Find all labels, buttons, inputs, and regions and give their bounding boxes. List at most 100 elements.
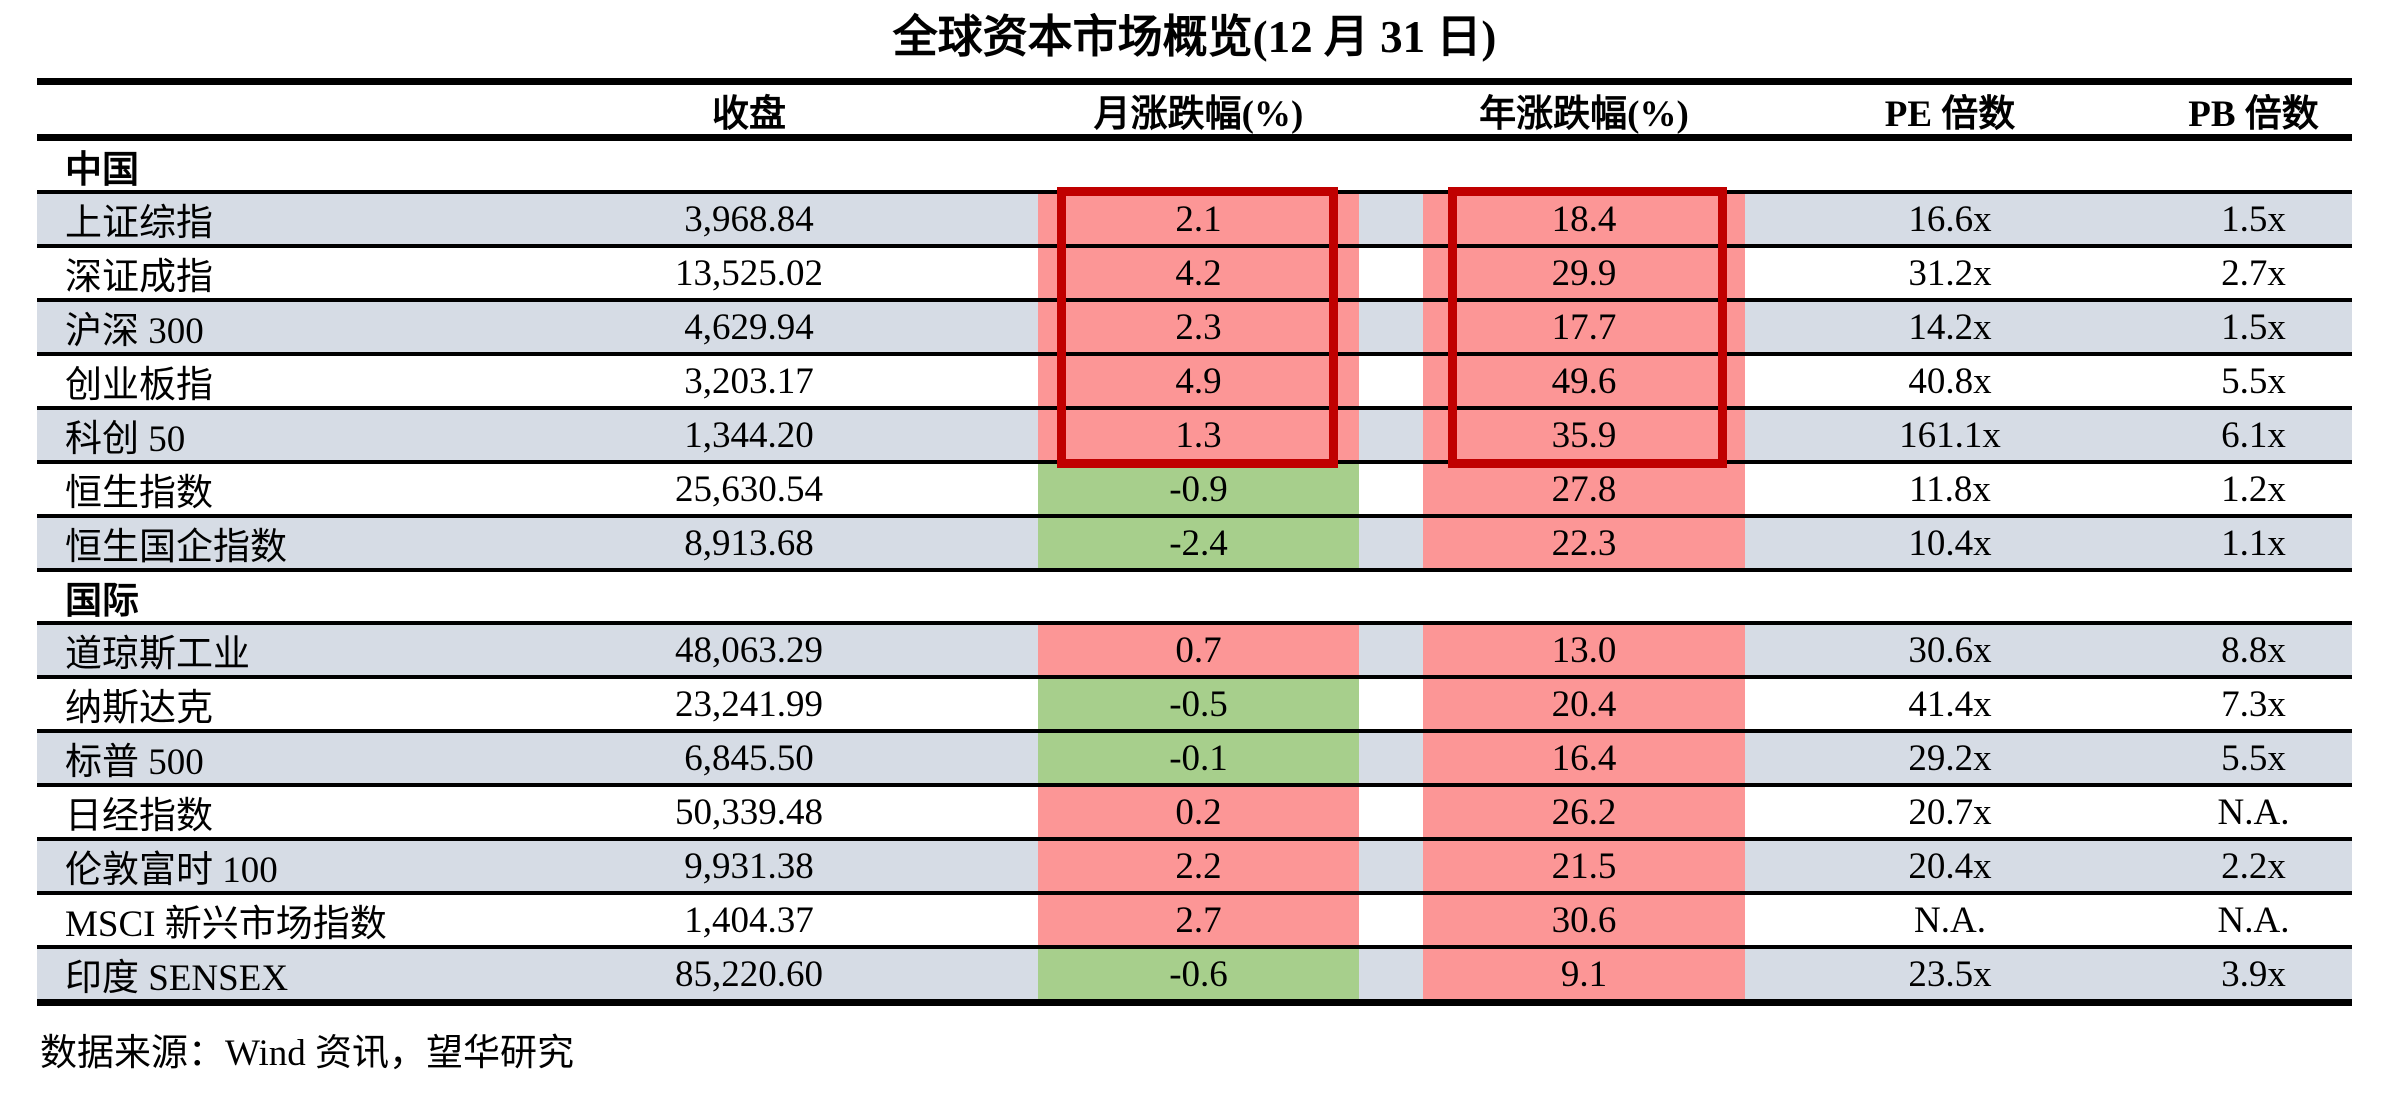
index-name-cell: 标普 500 [37, 733, 638, 783]
month-change-cell: -0.5 [1038, 679, 1359, 729]
spacer-cell [860, 895, 1038, 945]
spacer-cell [860, 841, 1038, 891]
year-change-cell: 49.6 [1423, 356, 1745, 406]
gap-cell [1359, 949, 1423, 999]
data-source-note: 数据来源：Wind 资讯，望华研究 [40, 1033, 574, 1074]
table-body: 中国 上证综指 3,968.84 2.1 18.4 16.6x 1.5x 深证成指 13,525… [37, 141, 2352, 1006]
page-title: 全球资本市场概览(12 月 31 日) [892, 12, 1497, 62]
pe-cell: 16.6x [1745, 194, 2155, 244]
section-header-row: 中国 [37, 141, 2352, 194]
header-close: 收盘 [712, 93, 786, 135]
spacer-cell [860, 194, 1038, 244]
index-name-cell: 恒生国企指数 [37, 518, 638, 568]
gap-cell [1359, 248, 1423, 298]
month-change-cell: -0.9 [1038, 464, 1359, 514]
spacer-cell [860, 733, 1038, 783]
pe-cell: 41.4x [1908, 683, 1992, 725]
gap-cell [1359, 841, 1423, 891]
table-row: 伦敦富时 100 9,931.38 2.2 21.5 20.4x 2.2x [37, 841, 2352, 895]
month-change-cell: -0.6 [1038, 949, 1359, 999]
pe-cell: 20.4x [1745, 841, 2155, 891]
close-value-cell: 1,404.37 [684, 899, 814, 941]
gap-cell [1359, 302, 1423, 352]
month-change-cell: -2.4 [1038, 518, 1359, 568]
close-value-cell: 85,220.60 [638, 949, 860, 999]
close-value-cell: 13,525.02 [675, 252, 823, 294]
pe-cell: 161.1x [1745, 410, 2155, 460]
section-label: 国际 [65, 580, 139, 622]
table-header-row: 收盘 月涨跌幅(%) 年涨跌幅(%) PE 倍数 PB 倍数 [37, 85, 2352, 141]
index-name-cell: MSCI 新兴市场指数 [65, 904, 387, 945]
section-header-row: 国际 [37, 572, 2352, 625]
pe-cell: 23.5x [1745, 949, 2155, 999]
spacer-cell [860, 410, 1038, 460]
year-change-cell: 18.4 [1423, 194, 1745, 244]
year-change-cell: 22.3 [1423, 518, 1745, 568]
close-value-cell: 3,968.84 [638, 194, 860, 244]
spacer-cell [860, 302, 1038, 352]
index-name-cell: 创业板指 [65, 365, 213, 406]
month-change-cell: -0.1 [1038, 733, 1359, 783]
index-name-cell: 伦敦富时 100 [37, 841, 638, 891]
close-value-cell: 23,241.99 [675, 683, 823, 725]
header-index-name [37, 85, 638, 134]
index-name-cell: 道琼斯工业 [37, 625, 638, 675]
close-value-cell: 48,063.29 [638, 625, 860, 675]
gap-cell [1359, 625, 1423, 675]
spacer-cell [860, 679, 1038, 729]
close-value-cell: 9,931.38 [638, 841, 860, 891]
header-pb: PB 倍数 [2188, 93, 2319, 135]
pe-cell: 14.2x [1745, 302, 2155, 352]
gap-cell [1359, 356, 1423, 406]
header-gap [1359, 85, 1423, 134]
index-name-cell: 纳斯达克 [65, 688, 213, 729]
header-spacer [860, 85, 1038, 134]
year-change-cell: 26.2 [1423, 787, 1745, 837]
pb-cell: 1.1x [2155, 518, 2352, 568]
year-change-cell: 29.9 [1423, 248, 1745, 298]
pb-cell: 3.9x [2155, 949, 2352, 999]
year-change-cell: 13.0 [1423, 625, 1745, 675]
gap-cell [1359, 518, 1423, 568]
pb-cell: 2.2x [2155, 841, 2352, 891]
table-row: 恒生指数 25,630.54 -0.9 27.8 11.8x 1.2x [37, 464, 2352, 518]
pb-cell: 7.3x [2221, 683, 2286, 725]
close-value-cell: 4,629.94 [638, 302, 860, 352]
pb-cell: 2.7x [2221, 252, 2286, 294]
pe-cell: 30.6x [1745, 625, 2155, 675]
table-row: 科创 50 1,344.20 1.3 35.9 161.1x 6.1x [37, 410, 2352, 464]
year-change-cell: 20.4 [1423, 679, 1745, 729]
header-year-change: 年涨跌幅(%) [1479, 93, 1689, 135]
gap-cell [1359, 787, 1423, 837]
pe-cell: 11.8x [1909, 468, 1991, 510]
table-row: 标普 500 6,845.50 -0.1 16.4 29.2x 5.5x [37, 733, 2352, 787]
table-row: 创业板指 3,203.17 4.9 49.6 40.8x 5.5x [37, 356, 2352, 410]
market-overview-table: 收盘 月涨跌幅(%) 年涨跌幅(%) PE 倍数 PB 倍数 中国 上证综指 3,9… [37, 78, 2352, 1006]
pb-cell: 1.5x [2155, 302, 2352, 352]
gap-cell [1359, 194, 1423, 244]
gap-cell [1359, 464, 1423, 514]
index-name-cell: 印度 SENSEX [37, 949, 638, 999]
pe-cell: 29.2x [1745, 733, 2155, 783]
spacer-cell [860, 625, 1038, 675]
table-row: 道琼斯工业 48,063.29 0.7 13.0 30.6x 8.8x [37, 625, 2352, 679]
index-name-cell: 上证综指 [37, 194, 638, 244]
close-value-cell: 8,913.68 [638, 518, 860, 568]
table-row: MSCI 新兴市场指数 1,404.37 2.7 30.6 N.A. N.A. [37, 895, 2352, 949]
spacer-cell [860, 518, 1038, 568]
gap-cell [1359, 895, 1423, 945]
index-name-cell: 沪深 300 [37, 302, 638, 352]
year-change-cell: 27.8 [1423, 464, 1745, 514]
close-value-cell: 6,845.50 [638, 733, 860, 783]
spacer-cell [860, 356, 1038, 406]
year-change-cell: 35.9 [1423, 410, 1745, 460]
month-change-cell: 2.7 [1038, 895, 1359, 945]
pe-cell: N.A. [1914, 899, 1986, 941]
pb-cell: 5.5x [2221, 360, 2286, 402]
pe-cell: 10.4x [1745, 518, 2155, 568]
month-change-cell: 0.2 [1038, 787, 1359, 837]
pe-cell: 31.2x [1908, 252, 1992, 294]
year-change-cell: 30.6 [1423, 895, 1745, 945]
gap-cell [1359, 410, 1423, 460]
pe-cell: 20.7x [1908, 791, 1992, 833]
